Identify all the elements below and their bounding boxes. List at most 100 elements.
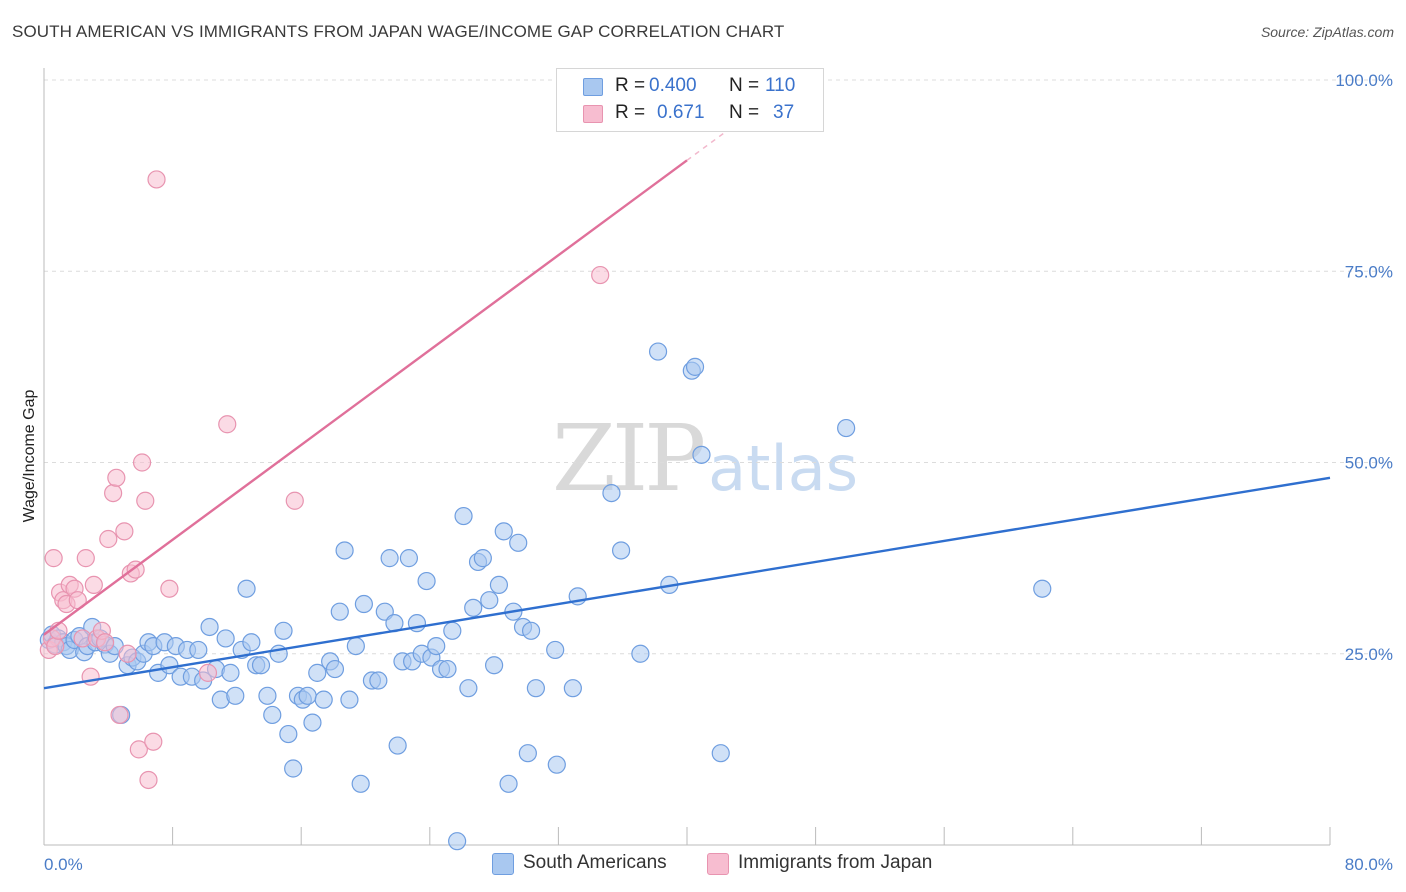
point-south-american: [189, 640, 208, 660]
point-south-american: [648, 342, 668, 361]
y-axis-title: Wage/Income Gap: [21, 390, 38, 523]
point-south-american: [459, 679, 478, 698]
point-south-american: [369, 671, 388, 690]
legend-r-label: R =: [615, 75, 646, 96]
point-south-american: [494, 522, 513, 541]
point-south-american: [221, 663, 240, 682]
point-south-american: [354, 594, 373, 614]
point-south-american: [325, 659, 345, 679]
x-tick-label-max: 80.0%: [1345, 855, 1393, 874]
chart-source: Source: ZipAtlas.com: [1260, 24, 1394, 40]
point-south-american: [546, 640, 565, 660]
point-immigrant-japan: [115, 522, 134, 541]
point-south-american: [200, 617, 219, 637]
point-immigrant-japan: [99, 529, 118, 549]
point-south-american: [509, 533, 528, 552]
point-south-american: [631, 644, 650, 663]
point-south-american: [279, 724, 298, 744]
y-tick-label: 100.0%: [1335, 71, 1393, 90]
point-south-american: [263, 705, 282, 725]
point-south-american: [340, 690, 359, 709]
point-immigrant-japan: [118, 644, 137, 663]
point-immigrant-japan: [129, 740, 148, 759]
legend-n-value: 37: [773, 102, 795, 123]
point-immigrant-japan: [285, 491, 304, 510]
point-south-american: [427, 636, 446, 656]
trend-lines: [43, 118, 1331, 690]
bottom-legend-swatch-japan: [707, 853, 729, 875]
point-immigrant-japan: [46, 636, 65, 656]
x-tick-label-min: 0.0%: [44, 855, 83, 874]
point-south-american: [330, 602, 349, 621]
point-immigrant-japan: [132, 453, 152, 472]
point-south-american: [563, 679, 582, 698]
point-immigrant-japan: [107, 468, 126, 487]
point-immigrant-japan: [147, 170, 166, 189]
point-south-american: [526, 679, 545, 698]
point-south-american: [485, 656, 504, 675]
watermark-zip: ZIP: [552, 405, 706, 512]
grid-lines: [44, 79, 1395, 655]
point-south-american: [499, 774, 518, 793]
point-south-american: [284, 759, 303, 778]
point-south-american: [346, 636, 365, 656]
point-immigrant-japan: [104, 484, 123, 503]
legend-row-south-americans: R = 0.400 N = 110: [557, 74, 823, 100]
point-south-american: [547, 755, 566, 774]
chart-title: SOUTH AMERICAN VS IMMIGRANTS FROM JAPAN …: [12, 22, 785, 41]
point-south-american: [251, 656, 271, 675]
point-south-american: [388, 736, 407, 755]
y-tick-label: 50.0%: [1345, 454, 1393, 473]
point-immigrant-japan: [591, 265, 610, 285]
legend-swatch-blue: [583, 78, 603, 96]
point-immigrant-japan: [76, 549, 95, 568]
point-immigrant-japan: [218, 415, 237, 434]
correlation-legend: R = 0.400 N = 110 R = 0.671 N = 37: [556, 68, 824, 132]
point-south-american: [308, 663, 327, 682]
point-south-american: [399, 549, 419, 568]
point-south-american: [216, 629, 235, 648]
point-immigrant-japan: [198, 663, 218, 682]
legend-n-label: N =: [729, 75, 760, 96]
y-tick-label: 75.0%: [1345, 262, 1393, 281]
legend-n-value: 110: [765, 75, 796, 96]
point-south-american: [521, 621, 541, 640]
point-south-american: [335, 541, 354, 560]
point-south-american: [417, 571, 436, 591]
point-south-american: [226, 686, 245, 705]
bottom-legend-immigrants-japan: Immigrants from Japan: [738, 852, 933, 873]
point-immigrant-japan: [110, 705, 129, 725]
legend-r-label: R =: [615, 102, 646, 123]
axes: [43, 68, 1331, 846]
bottom-legend-swatch-south: [492, 853, 514, 875]
point-south-american: [351, 774, 370, 793]
point-immigrant-japan: [44, 549, 63, 568]
point-south-american: [602, 484, 621, 503]
bottom-legend-south-americans: South Americans: [523, 852, 667, 873]
point-south-american: [443, 621, 462, 640]
point-south-american: [611, 541, 631, 560]
point-south-american: [685, 357, 705, 376]
point-south-american: [692, 445, 711, 464]
legend-swatch-pink: [583, 105, 603, 123]
point-immigrant-japan: [136, 491, 155, 510]
zipatlas-watermark: ZIPatlas: [552, 405, 858, 512]
legend-n-label: N =: [729, 102, 760, 123]
trend-line-immigrants-japan: [43, 159, 688, 636]
point-south-american: [380, 549, 399, 568]
point-south-american: [303, 713, 322, 732]
point-south-american: [1033, 579, 1052, 598]
legend-row-immigrants-japan: R = 0.671 N = 37: [557, 101, 823, 127]
point-south-american: [711, 744, 730, 763]
trend-line-immigrants-japan-extension: [686, 118, 744, 161]
point-south-american: [480, 591, 499, 610]
tick-labels: 25.0% 50.0% 75.0% 100.0% 0.0% 80.0% Wage/Incom…: [21, 71, 1393, 874]
watermark-atlas: atlas: [708, 432, 858, 505]
point-south-american: [448, 832, 467, 851]
point-south-american: [473, 549, 492, 568]
point-south-american: [837, 418, 856, 438]
y-tick-label: 25.0%: [1345, 645, 1393, 664]
point-south-american: [258, 686, 277, 705]
point-south-american: [242, 633, 261, 652]
